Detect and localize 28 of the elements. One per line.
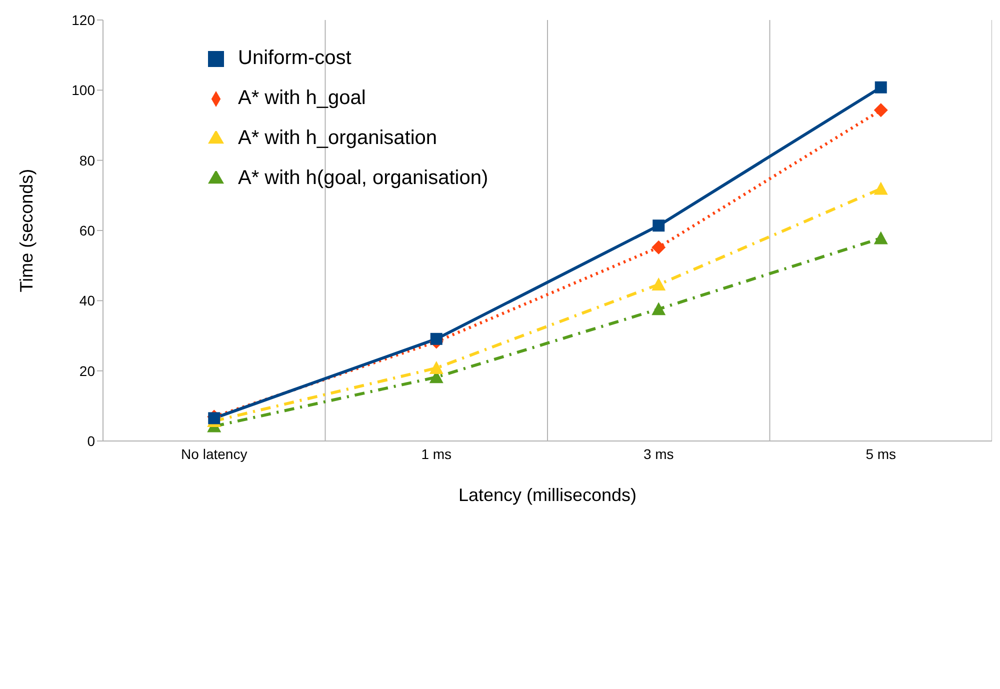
y-tick-label: 100 [72,82,96,98]
legend-label: A* with h_goal [238,87,366,109]
point [652,240,666,254]
point [874,81,887,94]
y-tick-label: 60 [79,222,96,238]
x-tick-label: 1 ms [421,446,452,462]
legend-label: A* with h_organisation [238,127,438,149]
point [430,332,442,345]
x-tick-label: 3 ms [643,446,674,462]
y-tick-label: 80 [79,152,96,168]
y-tick-label: 20 [79,362,96,379]
x-tick-label: No latency [181,446,248,462]
point [652,302,666,316]
point [874,182,888,195]
y-tick-label: 40 [79,292,96,309]
point [874,231,888,244]
x-axis-title: Latency (milliseconds) [458,485,637,505]
point [208,412,220,424]
legend-label: A* with h(goal, organisation) [238,167,488,189]
y-axis-title: Time (seconds) [16,168,36,292]
point [429,361,444,374]
y-tick-label: 0 [87,432,96,449]
y-tick-label: 120 [72,12,96,28]
x-tick-label: 5 ms [866,446,896,462]
point [652,278,666,291]
point [874,103,888,118]
legend-label: Uniform-cost [238,47,352,69]
point [652,220,665,232]
